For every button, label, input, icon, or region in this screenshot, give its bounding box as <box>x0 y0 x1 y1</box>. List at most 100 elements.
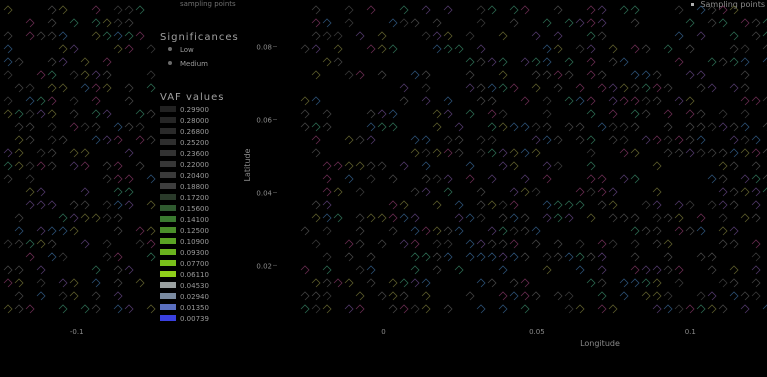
texture-mark <box>91 96 101 106</box>
texture-mark <box>586 252 596 262</box>
texture-mark <box>311 200 321 210</box>
texture-mark <box>674 213 684 223</box>
texture-mark <box>399 213 409 223</box>
texture-mark <box>696 291 706 301</box>
vaf-level-label: 0.29900 <box>180 106 209 114</box>
texture-mark <box>487 135 497 145</box>
texture-mark <box>685 70 695 80</box>
texture-mark <box>663 252 673 262</box>
texture-mark <box>69 109 79 119</box>
texture-mark <box>14 239 24 249</box>
texture-mark <box>36 187 46 197</box>
texture-mark <box>344 304 354 314</box>
texture-mark <box>586 161 596 171</box>
texture-mark <box>421 70 431 80</box>
vaf-swatch <box>160 205 176 211</box>
texture-mark <box>300 44 310 54</box>
texture-mark <box>36 70 46 80</box>
texture-mark <box>542 200 552 210</box>
texture-mark <box>69 96 79 106</box>
texture-mark <box>113 265 123 275</box>
texture-mark <box>443 44 453 54</box>
texture-mark <box>91 18 101 28</box>
texture-mark <box>432 226 442 236</box>
texture-mark <box>454 122 464 132</box>
texture-mark <box>102 83 112 93</box>
texture-mark <box>25 200 35 210</box>
texture-mark <box>333 31 343 41</box>
texture-mark <box>531 187 541 197</box>
texture-mark <box>740 83 750 93</box>
texture-mark <box>476 239 486 249</box>
texture-mark <box>718 200 728 210</box>
texture-mark <box>454 135 464 145</box>
texture-mark <box>553 5 563 15</box>
texture-mark <box>355 304 365 314</box>
texture-mark <box>124 265 134 275</box>
texture-mark <box>597 174 607 184</box>
texture-mark <box>355 135 365 145</box>
texture-mark <box>630 5 640 15</box>
texture-marks <box>3 5 767 314</box>
texture-mark <box>531 135 541 145</box>
texture-mark <box>432 239 442 249</box>
texture-mark <box>553 70 563 80</box>
texture-mark <box>487 96 497 106</box>
texture-mark <box>14 148 24 158</box>
texture-mark <box>355 291 365 301</box>
texture-mark <box>707 57 717 67</box>
texture-mark <box>476 278 486 288</box>
vaf-level-label: 0.23600 <box>180 150 209 158</box>
texture-mark <box>113 187 123 197</box>
texture-mark <box>608 109 618 119</box>
texture-mark <box>399 239 409 249</box>
texture-mark <box>476 96 486 106</box>
texture-mark <box>597 278 607 288</box>
texture-mark <box>685 96 695 106</box>
vaf-heading: VAF values <box>160 92 225 103</box>
texture-mark <box>69 148 79 158</box>
texture-mark <box>399 161 409 171</box>
texture-mark <box>36 265 46 275</box>
texture-mark <box>729 57 739 67</box>
texture-mark <box>47 200 57 210</box>
texture-mark <box>91 265 101 275</box>
texture-mark <box>498 31 508 41</box>
texture-mark <box>586 57 596 67</box>
texture-mark <box>124 5 134 15</box>
texture-mark <box>377 109 387 119</box>
texture-mark <box>751 96 761 106</box>
vaf-level-label: 0.04530 <box>180 282 209 290</box>
texture-mark <box>696 70 706 80</box>
texture-mark <box>69 161 79 171</box>
texture-mark <box>146 109 156 119</box>
texture-mark <box>91 291 101 301</box>
texture-mark <box>564 291 574 301</box>
texture-mark <box>124 96 134 106</box>
texture-mark <box>652 265 662 275</box>
texture-mark <box>399 83 409 93</box>
texture-mark <box>564 57 574 67</box>
texture-mark <box>586 44 596 54</box>
texture-mark <box>762 174 767 183</box>
vaf-level-label: 0.10900 <box>180 238 209 246</box>
texture-mark <box>652 239 662 249</box>
texture-mark <box>542 252 552 262</box>
texture-mark <box>91 83 101 93</box>
texture-mark <box>377 70 387 80</box>
texture-mark <box>410 148 420 158</box>
texture-mark <box>740 109 750 119</box>
texture-mark <box>3 239 13 249</box>
texture-mark <box>751 31 761 41</box>
texture-mark <box>619 5 629 15</box>
texture-mark <box>707 18 717 28</box>
texture-mark <box>575 200 585 210</box>
texture-mark <box>454 213 464 223</box>
texture-mark <box>553 200 563 210</box>
texture-mark <box>586 174 596 184</box>
texture-mark <box>740 70 750 80</box>
texture-mark <box>487 200 497 210</box>
texture-mark <box>25 304 35 314</box>
texture-mark <box>432 109 442 119</box>
